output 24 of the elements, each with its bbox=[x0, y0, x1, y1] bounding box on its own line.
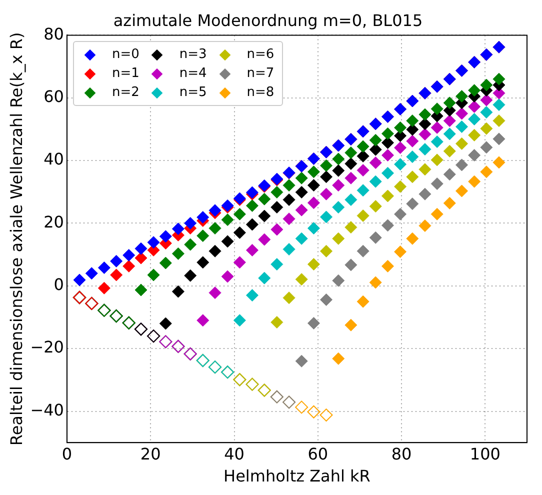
legend-label: n=8 bbox=[246, 85, 274, 100]
legend-label: n=0 bbox=[112, 47, 140, 62]
chart-title: azimutale Modenordnung m=0, BL015 bbox=[113, 10, 423, 30]
y-tick-label: 40 bbox=[44, 150, 64, 169]
y-tick-label: 60 bbox=[44, 87, 64, 106]
x-tick-label: 100 bbox=[470, 444, 500, 464]
legend-label: n=2 bbox=[112, 85, 140, 100]
x-tick-label: 20 bbox=[140, 444, 161, 464]
y-axis-title: Realteil dimensionslose axiale Wellenzahl Re(k_x R) bbox=[6, 32, 26, 446]
legend-label: n=6 bbox=[246, 47, 274, 62]
y-tick-label: 20 bbox=[44, 212, 64, 232]
x-axis-title: Helmholtz Zahl kR bbox=[224, 466, 370, 486]
y-tick-label: 0 bbox=[54, 275, 64, 294]
legend-label: n=1 bbox=[112, 66, 140, 82]
y-tick-label: −20 bbox=[30, 338, 64, 357]
x-tick-label: 80 bbox=[391, 444, 412, 464]
legend-label: n=3 bbox=[179, 47, 207, 62]
x-tick-label: 60 bbox=[308, 444, 328, 464]
legend-label: n=7 bbox=[246, 66, 274, 82]
legend-label: n=4 bbox=[179, 66, 207, 82]
x-tick-label: 40 bbox=[224, 444, 244, 464]
y-tick-label: −40 bbox=[30, 400, 64, 420]
y-tick-label: 80 bbox=[44, 24, 64, 44]
legend-label: n=5 bbox=[179, 85, 207, 100]
